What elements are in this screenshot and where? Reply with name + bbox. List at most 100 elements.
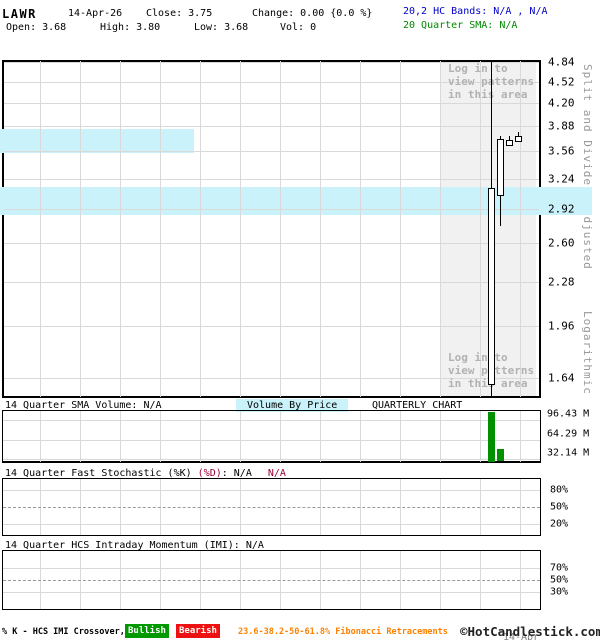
- price-tick-label: 1.64: [548, 371, 575, 385]
- candle-body: [514, 136, 522, 142]
- stochastic-gridline: [3, 489, 540, 491]
- chart-type-label: QUARTERLY CHART: [372, 400, 463, 411]
- imi-tick-label: 30%: [550, 586, 569, 598]
- imi-chart: [2, 550, 541, 610]
- volume-tick-label: 64.29 M: [547, 428, 590, 440]
- vertical-gridline: [400, 411, 401, 462]
- stochastic-chart: [2, 478, 541, 536]
- candle-body: [506, 140, 513, 146]
- volume-gridline: [3, 439, 540, 441]
- x-axis-date-month: 14-Apr: [502, 632, 540, 640]
- price-tick-label: 4.52: [548, 75, 575, 89]
- quote-change: Change: 0.00 {0.0 %}: [252, 8, 373, 19]
- login-notice[interactable]: Log in to view patterns in this area: [448, 62, 535, 101]
- price-gridline: [4, 377, 539, 379]
- imi-gridline: [3, 568, 540, 569]
- vertical-gridline: [80, 411, 81, 462]
- price-gridline: [4, 126, 539, 128]
- vertical-gridline: [320, 411, 321, 462]
- candle-body: [497, 138, 504, 196]
- price-gridline: [4, 243, 539, 245]
- bearish-badge: Bearish: [176, 624, 220, 638]
- stochastic-tick-label: 50%: [550, 501, 569, 513]
- copyright-watermark[interactable]: ©HotCandlestick.com: [460, 624, 600, 639]
- vertical-gridline: [240, 61, 241, 397]
- price-tick-label: 2.60: [548, 236, 575, 250]
- price-gridline: [4, 61, 539, 63]
- volume-bar: [488, 412, 495, 462]
- stochastic-header: 14 Quarter Fast Stochastic (%K) (%D): N/…: [5, 468, 286, 479]
- stochastic-gridline: [3, 524, 540, 526]
- price-tick-label: 3.24: [548, 172, 575, 186]
- stochastic-tick-label: 20%: [550, 518, 569, 530]
- vertical-gridline: [480, 411, 481, 462]
- vertical-gridline: [120, 61, 121, 397]
- stochastic-d-value: N/A: [267, 468, 286, 479]
- volume-bar: [497, 449, 504, 462]
- vertical-gridline: [480, 61, 481, 397]
- vertical-gridline: [280, 411, 281, 462]
- vertical-gridline: [440, 61, 441, 397]
- vertical-gridline: [160, 411, 161, 462]
- price-tick-label: 2.92: [548, 202, 575, 216]
- main-price-chart: [2, 60, 541, 398]
- quote-close: Close: 3.75: [146, 8, 213, 19]
- volume-tick-label: 32.14 M: [547, 447, 590, 459]
- volume-by-price-label: Volume By Price: [236, 399, 349, 412]
- quarter-sma-value: 20 Quarter SMA: N/A: [403, 20, 518, 31]
- vertical-gridline: [520, 61, 521, 397]
- stochastic-header-value: : N/A: [221, 468, 252, 479]
- ticker-symbol: LAWR: [2, 7, 37, 21]
- vertical-gridline: [40, 411, 41, 462]
- price-tick-label: 3.56: [548, 144, 575, 158]
- vertical-gridline: [320, 61, 321, 397]
- quote-low: Low: 3.68: [194, 22, 249, 33]
- imi-gridline: [3, 580, 540, 581]
- quote-open: Open: 3.68: [6, 22, 67, 33]
- vertical-gridline: [360, 61, 361, 397]
- volume-tick-label: 96.43 M: [547, 408, 590, 420]
- price-gridline: [4, 281, 539, 283]
- vertical-gridline: [160, 61, 161, 397]
- price-tick-label: 1.96: [548, 319, 575, 333]
- axis-note-logarithmic: Logarithmic: [581, 310, 594, 395]
- volume-gridline: [3, 459, 540, 461]
- price-gridline: [4, 151, 539, 153]
- fibonacci-legend-label: 23.6-38.2-50-61.8% Fibonacci Retracement…: [238, 627, 448, 637]
- quote-volume: Vol: 0: [280, 22, 317, 33]
- imi-tick-label: 70%: [550, 562, 569, 574]
- price-gridline: [4, 178, 539, 180]
- stochastic-tick-label: 80%: [550, 484, 569, 496]
- vertical-gridline: [400, 61, 401, 397]
- price-gridline: [4, 325, 539, 327]
- price-gridline: [4, 209, 539, 211]
- imi-header: 14 Quarter HCS Intraday Momentum (IMI): …: [5, 540, 264, 551]
- axis-note-split-dividend: Split and Dividend Adjusted: [581, 64, 594, 270]
- imi-gridline: [3, 592, 540, 593]
- volume-chart: [2, 410, 541, 463]
- vertical-gridline: [240, 411, 241, 462]
- volume-gridline: [3, 420, 540, 421]
- vertical-gridline: [520, 411, 521, 462]
- vertical-gridline: [40, 61, 41, 397]
- bullish-badge: Bullish: [125, 624, 169, 638]
- price-gridline: [4, 81, 539, 83]
- vertical-gridline: [200, 61, 201, 397]
- crossover-legend-label: % K - HCS IMI Crossover,: [2, 627, 125, 637]
- vertical-gridline: [80, 61, 81, 397]
- vertical-gridline: [280, 61, 281, 397]
- vertical-gridline: [120, 411, 121, 462]
- vertical-gridline: [360, 411, 361, 462]
- volume-by-price-band: [0, 128, 194, 154]
- quote-date: 14-Apr-26: [68, 8, 123, 19]
- vertical-gridline: [440, 411, 441, 462]
- price-gridline: [4, 103, 539, 105]
- price-tick-label: 3.88: [548, 119, 575, 133]
- price-tick-label: 2.28: [548, 275, 575, 289]
- volume-sma-header: 14 Quarter SMA Volume: N/A: [5, 400, 162, 411]
- imi-tick-label: 50%: [550, 574, 569, 586]
- price-tick-label: 4.84: [548, 55, 575, 69]
- stochastic-header-k: 14 Quarter Fast Stochastic (%K): [5, 468, 198, 479]
- quote-high: High: 3.80: [100, 22, 161, 33]
